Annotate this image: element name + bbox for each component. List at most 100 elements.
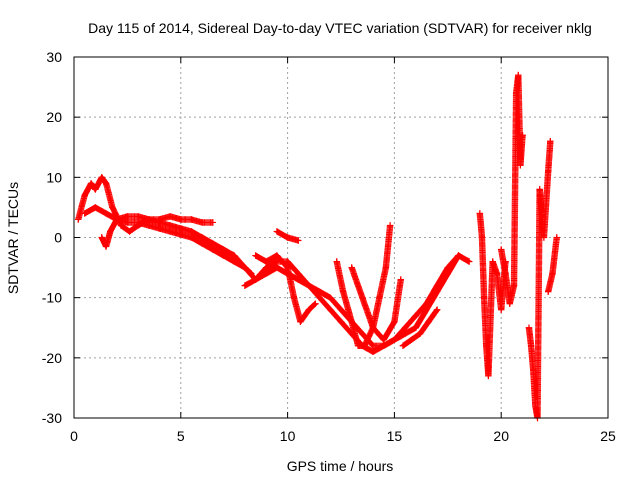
data-point — [416, 330, 424, 337]
data-point — [312, 300, 319, 307]
x-tick-label: 20 — [493, 428, 509, 444]
data-point — [455, 252, 462, 259]
series-arc-j — [476, 210, 509, 380]
data-point — [369, 324, 377, 331]
data-point — [465, 258, 473, 265]
data-point — [102, 180, 110, 187]
data-point — [166, 213, 174, 220]
data-point — [209, 246, 217, 253]
data-point — [425, 318, 432, 325]
data-point — [220, 246, 227, 253]
data-point — [478, 234, 486, 241]
data-point — [498, 246, 505, 253]
data-point — [480, 294, 488, 301]
data-point — [401, 324, 409, 331]
data-point — [512, 89, 520, 97]
data-point — [489, 258, 496, 265]
data-point — [107, 228, 114, 235]
data-point — [273, 228, 281, 235]
data-point — [547, 138, 554, 145]
y-tick-label: 20 — [46, 109, 62, 125]
data-point — [241, 282, 249, 289]
data-point — [361, 342, 368, 349]
y-tick-label: 10 — [46, 169, 62, 185]
data-point — [433, 306, 441, 313]
data-point — [305, 306, 313, 313]
data-point — [517, 162, 524, 169]
data-point — [241, 264, 249, 271]
y-tick-label: -30 — [42, 410, 62, 426]
data-point — [337, 318, 345, 325]
data-point — [290, 294, 298, 301]
series-arc-e — [252, 252, 319, 325]
data-point — [198, 234, 206, 241]
data-point — [483, 342, 490, 349]
series-arc-h — [348, 264, 405, 343]
data-point — [382, 264, 390, 271]
data-point — [553, 234, 560, 241]
y-tick-label: 0 — [54, 230, 62, 246]
data-point — [399, 342, 407, 349]
series-arc-l — [525, 138, 554, 422]
data-point — [166, 222, 174, 229]
data-point — [284, 234, 291, 241]
data-point — [412, 324, 419, 331]
data-point — [397, 276, 405, 283]
series-arc-k — [498, 71, 526, 307]
data-point — [348, 264, 355, 271]
data-point — [327, 306, 334, 313]
data-point — [380, 336, 387, 343]
data-point — [506, 300, 513, 307]
series-arc-d — [241, 252, 473, 356]
data-point — [263, 264, 270, 271]
x-tick-label: 5 — [177, 428, 185, 444]
data-point — [273, 252, 281, 259]
data-point — [87, 180, 95, 187]
data-point — [231, 252, 238, 259]
data-point — [401, 330, 409, 337]
data-point — [273, 264, 281, 271]
data-point — [177, 225, 184, 232]
data-point — [376, 294, 383, 301]
data-point — [540, 234, 548, 241]
data-point — [102, 210, 110, 217]
data-point — [337, 306, 345, 313]
data-point — [493, 270, 501, 277]
data-point — [252, 252, 259, 259]
data-point — [444, 270, 451, 277]
data-point — [386, 222, 394, 229]
data-point — [536, 186, 543, 193]
data-point — [433, 288, 441, 295]
data-point — [81, 210, 88, 217]
data-point — [263, 258, 270, 265]
data-point — [498, 306, 505, 313]
data-point — [354, 342, 362, 349]
data-point — [476, 210, 484, 217]
data-point — [544, 168, 552, 175]
data-point — [525, 324, 533, 331]
data-point — [166, 228, 174, 235]
data-point — [485, 372, 492, 380]
data-point — [527, 342, 535, 349]
data-point — [532, 402, 539, 410]
data-point — [252, 276, 259, 283]
data-point — [198, 219, 206, 226]
data-point — [295, 270, 302, 277]
data-point — [412, 312, 419, 319]
data-point — [188, 228, 195, 235]
x-tick-label: 25 — [600, 428, 616, 444]
data-point — [81, 192, 88, 199]
data-point — [297, 318, 304, 325]
data-point — [134, 213, 142, 220]
data-point — [124, 213, 131, 220]
data-point — [156, 219, 163, 226]
data-point — [98, 174, 105, 181]
data-point — [369, 348, 377, 356]
y-tick-label: -10 — [42, 290, 62, 306]
data-point — [339, 288, 347, 295]
data-point — [124, 219, 131, 226]
y-axis-label: SDTVAR / TECUs — [5, 182, 21, 294]
data-point — [126, 228, 133, 235]
data-point — [92, 204, 99, 211]
